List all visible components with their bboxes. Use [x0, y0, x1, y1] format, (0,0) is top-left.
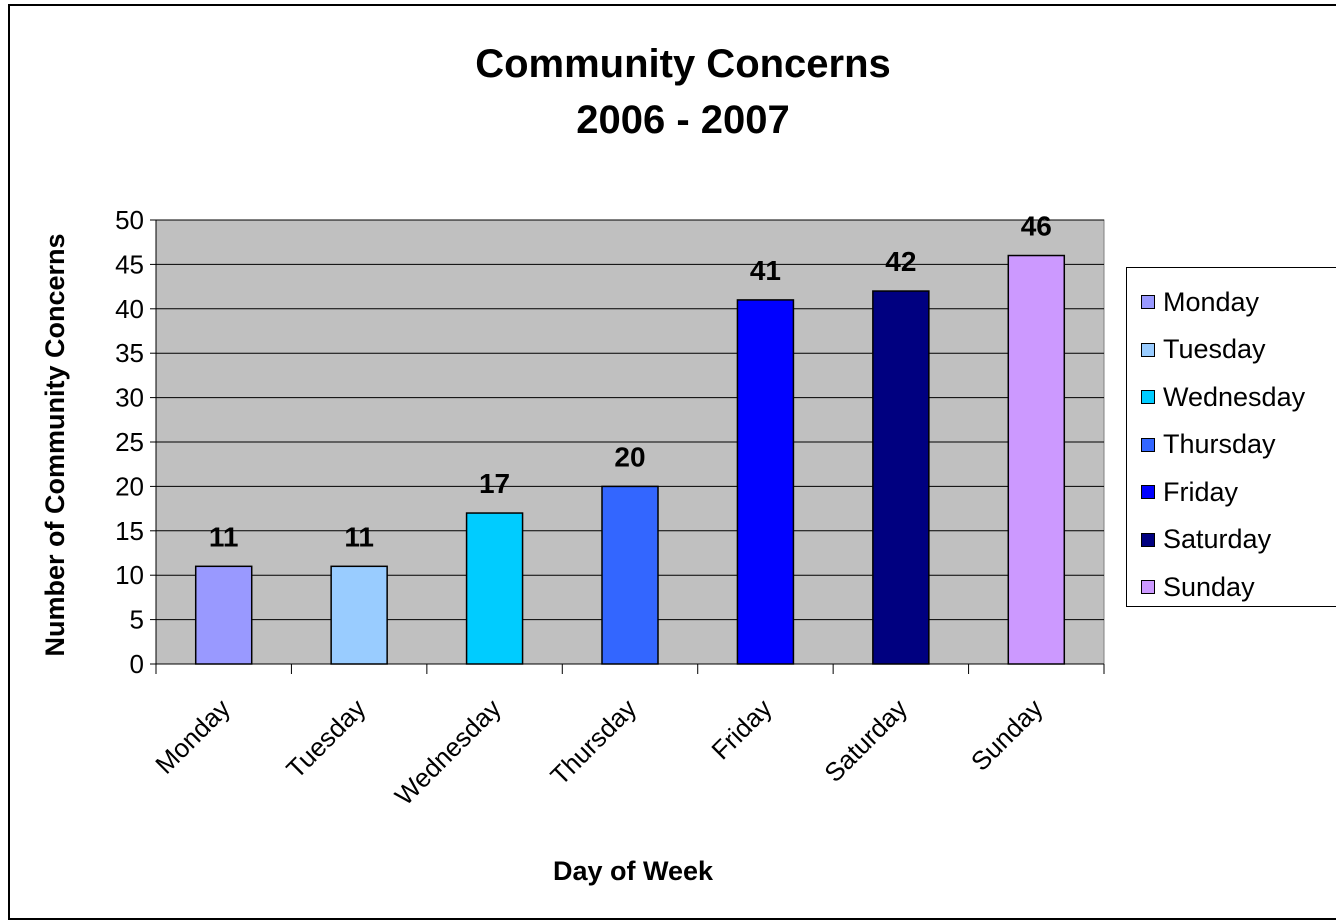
x-tick-label: Saturday — [818, 693, 913, 788]
legend-swatch — [1141, 580, 1155, 594]
data-label: 20 — [614, 441, 645, 472]
x-tick-label: Thursday — [544, 693, 642, 791]
data-label: 11 — [344, 521, 374, 552]
legend-label: Tuesday — [1163, 334, 1266, 364]
legend-item: Thursday — [1141, 425, 1276, 465]
x-tick-label: Wednesday — [389, 693, 507, 811]
legend-label: Monday — [1163, 286, 1260, 317]
legend-item: Friday — [1141, 472, 1238, 512]
y-tick-label: 50 — [115, 205, 144, 235]
y-tick-label: 10 — [115, 560, 144, 590]
chart-subtitle: 2006 - 2007 — [576, 98, 790, 142]
legend-label: Sunday — [1163, 571, 1255, 602]
legend-item: Monday — [1141, 282, 1259, 322]
y-tick-label: 0 — [130, 649, 144, 679]
data-label: 41 — [750, 255, 781, 286]
data-label: 11 — [209, 521, 239, 552]
legend-swatch — [1141, 485, 1155, 499]
legend-swatch — [1141, 342, 1155, 357]
x-axis-title: Day of Week — [552, 856, 714, 886]
y-tick-label: 15 — [115, 516, 144, 546]
bar-sunday — [1007, 254, 1066, 665]
y-tick-label: 45 — [115, 249, 144, 279]
y-tick-label: 40 — [115, 294, 144, 324]
x-tick-label: Friday — [705, 693, 777, 765]
legend-label: Wednesday — [1163, 381, 1306, 412]
legend-item: Sunday — [1141, 567, 1255, 607]
legend-swatch — [1141, 390, 1155, 404]
y-tick-label: 35 — [115, 338, 144, 368]
bar-friday — [736, 299, 795, 665]
x-tick-label: Tuesday — [280, 693, 371, 784]
legend-label: Saturday — [1163, 524, 1272, 554]
data-label: 46 — [1021, 211, 1052, 242]
legend-item: Wednesday — [1141, 377, 1305, 417]
bar-tuesday — [330, 565, 388, 665]
chart-legend: Monday Tuesday Wednesday Thursday Friday Satu… — [1126, 267, 1336, 607]
bar-monday — [194, 565, 253, 665]
x-tick-label: Monday — [149, 693, 236, 780]
legend-label: Thursday — [1163, 429, 1276, 459]
chart-title: Community Concerns — [475, 42, 891, 86]
y-tick-label: 20 — [115, 471, 144, 501]
y-tick-label: 25 — [115, 427, 144, 457]
data-label: 42 — [885, 246, 916, 277]
y-tick-label: 30 — [115, 383, 144, 413]
legend-item: Saturday — [1141, 520, 1271, 560]
legend-swatch — [1141, 437, 1155, 452]
legend-swatch — [1141, 295, 1155, 309]
bar-saturday — [872, 290, 930, 665]
x-tick-label: Sunday — [965, 693, 1049, 777]
legend-item: Tuesday — [1141, 330, 1266, 370]
y-tick-label: 5 — [130, 605, 144, 635]
bar-thursday — [601, 485, 659, 665]
bar-wednesday — [465, 512, 524, 665]
data-label: 17 — [479, 468, 510, 499]
y-axis-title: Number of Community Concerns — [40, 233, 70, 657]
legend-label: Friday — [1163, 476, 1239, 507]
legend-swatch — [1141, 532, 1155, 547]
